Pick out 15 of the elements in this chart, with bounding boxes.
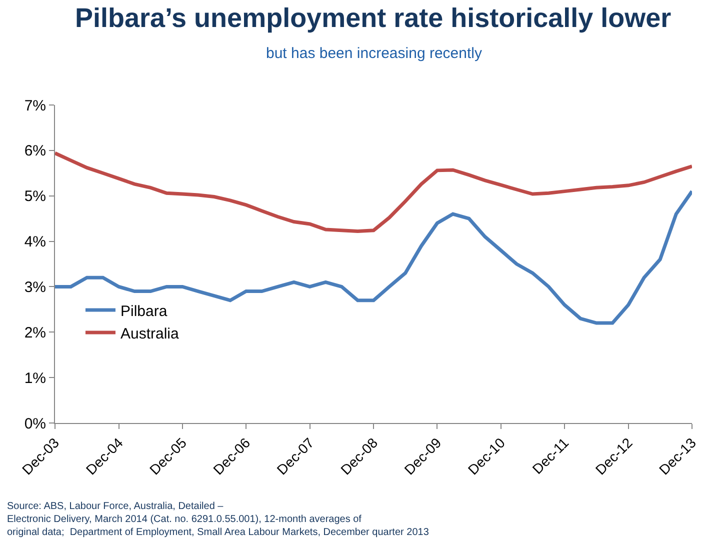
legend-label: Pilbara (120, 302, 168, 320)
y-tick-label: 4% (24, 234, 46, 251)
y-tick-label: 7% (24, 97, 46, 114)
line-series (55, 190, 692, 325)
y-tick-label: 0% (24, 415, 46, 432)
legend-label: Australia (120, 325, 180, 342)
y-tick-label: 5% (24, 188, 46, 206)
chart-subtitle: but has been increasing recently (266, 45, 482, 62)
line-series (55, 151, 692, 234)
y-tick-label: 6% (24, 142, 46, 160)
y-tick-label: 3% (24, 278, 46, 296)
source-note: Source: ABS, Labour Force, Australia, Detailed – Electronic Delivery, March 2014 (Cat. no. 6291.0.55.001), 12-month averages of original data; Department of Employment, Small Area Labour Markets, December quarter 2013 (7, 501, 430, 538)
chart-title: Pilbara’s unemployment rate historically lower (75, 3, 672, 33)
y-tick-label: 2% (24, 324, 46, 342)
y-tick-label: 1% (24, 370, 46, 387)
